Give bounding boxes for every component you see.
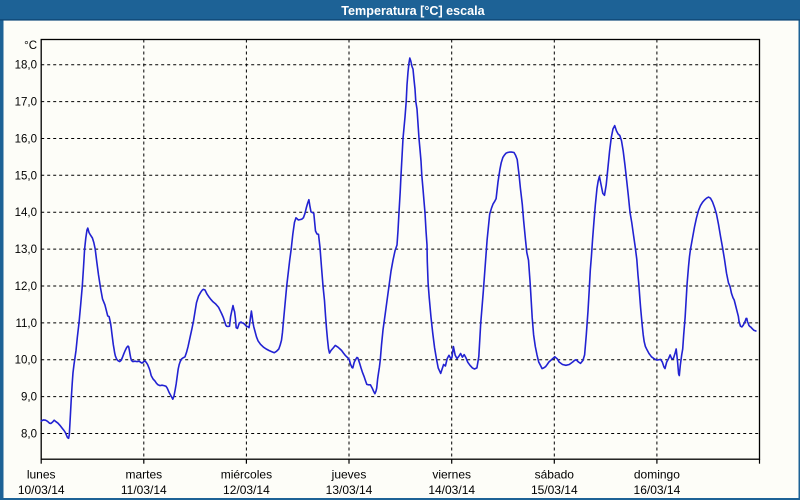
svg-text:14/03/14: 14/03/14 [428, 483, 475, 497]
svg-text:domingo: domingo [634, 468, 680, 482]
svg-text:miércoles: miércoles [221, 468, 272, 482]
svg-text:sábado: sábado [535, 468, 575, 482]
svg-text:jueves: jueves [331, 468, 367, 482]
svg-text:10/03/14: 10/03/14 [18, 483, 65, 497]
svg-text:11,0: 11,0 [15, 318, 37, 330]
svg-text:12/03/14: 12/03/14 [223, 483, 270, 497]
svg-text:martes: martes [125, 468, 162, 482]
svg-text:13,0: 13,0 [15, 244, 37, 256]
svg-text:17,0: 17,0 [15, 97, 37, 109]
svg-text:15,0: 15,0 [15, 170, 37, 182]
svg-text:12,0: 12,0 [15, 281, 37, 293]
svg-text:°C: °C [24, 40, 37, 52]
svg-text:viernes: viernes [432, 468, 471, 482]
svg-text:8,0: 8,0 [21, 429, 37, 441]
svg-text:16,0: 16,0 [15, 134, 37, 146]
svg-text:16/03/14: 16/03/14 [634, 483, 681, 497]
svg-text:lunes: lunes [27, 468, 56, 482]
svg-text:9,0: 9,0 [21, 392, 37, 404]
svg-text:18,0: 18,0 [15, 60, 37, 72]
svg-text:11/03/14: 11/03/14 [121, 483, 167, 497]
svg-text:14,0: 14,0 [15, 207, 37, 219]
svg-text:Temperatura [°C] escala: Temperatura [°C] escala [341, 4, 485, 18]
svg-text:15/03/14: 15/03/14 [531, 483, 578, 497]
svg-text:10,0: 10,0 [15, 355, 37, 367]
svg-text:13/03/14: 13/03/14 [326, 483, 373, 497]
